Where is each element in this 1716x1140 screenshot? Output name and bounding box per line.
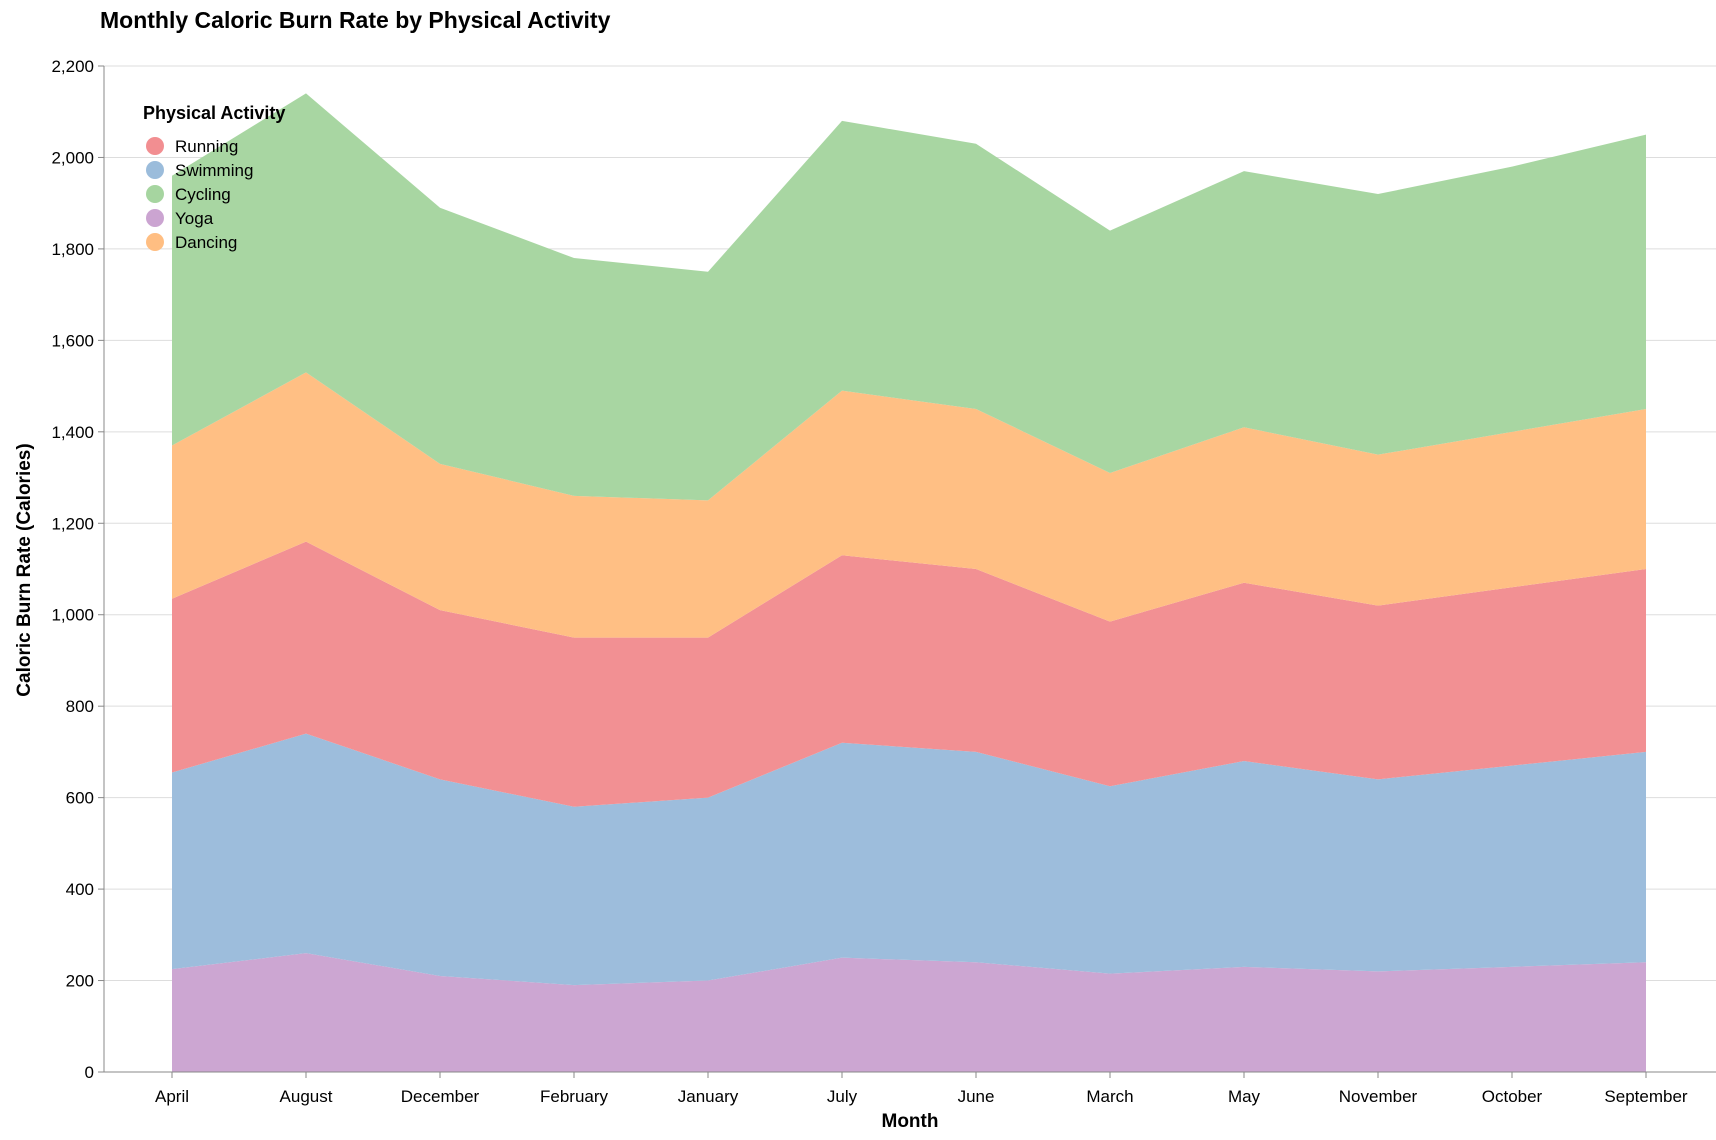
x-tick-label: May: [1228, 1087, 1261, 1106]
x-tick-label: October: [1482, 1087, 1543, 1106]
area-series-dancing: [172, 372, 1646, 638]
x-tick-label: December: [401, 1087, 480, 1106]
x-tick-label: June: [958, 1087, 995, 1106]
legend-label-yoga: Yoga: [175, 209, 214, 228]
y-tick-label: 0: [85, 1063, 94, 1082]
y-axis-title: Caloric Burn Rate (Calories): [14, 443, 35, 696]
area-series-cycling: [172, 93, 1646, 501]
y-tick-label: 1,400: [51, 423, 94, 442]
x-tick-label: March: [1086, 1087, 1133, 1106]
legend-swatch-yoga: [146, 209, 164, 227]
legend-swatch-running: [146, 137, 164, 155]
y-tick-label: 1,200: [51, 514, 94, 533]
area-layer: [172, 93, 1646, 1072]
legend-title: Physical Activity: [143, 103, 285, 123]
x-tick-label: February: [540, 1087, 609, 1106]
y-tick-label: 2,000: [51, 148, 94, 167]
x-tick-label: November: [1339, 1087, 1418, 1106]
legend: Physical Activity Running Swimming Cycling…: [143, 103, 285, 252]
x-tick-label: August: [280, 1087, 333, 1106]
x-tick-label: July: [827, 1087, 858, 1106]
y-tick-label: 1,600: [51, 331, 94, 350]
y-tick-label: 800: [66, 697, 94, 716]
x-tick-label: September: [1604, 1087, 1687, 1106]
legend-swatch-dancing: [146, 233, 164, 251]
y-tick-label: 2,200: [51, 57, 94, 76]
area-series-yoga: [172, 953, 1646, 1072]
chart-title: Monthly Caloric Burn Rate by Physical Ac…: [100, 7, 611, 33]
y-tick-label: 1,000: [51, 606, 94, 625]
legend-label-cycling: Cycling: [175, 185, 231, 204]
x-tick-label: January: [678, 1087, 739, 1106]
legend-label-running: Running: [175, 137, 238, 156]
legend-swatch-swimming: [146, 161, 164, 179]
y-tick-label: 1,800: [51, 240, 94, 259]
legend-label-swimming: Swimming: [175, 161, 253, 180]
y-tick-label: 200: [66, 972, 94, 991]
axes: 0 200 400 600 800 1,000 1,200 1,400 1,600 1,800 2,…: [51, 57, 1716, 1106]
area-series-running: [172, 541, 1646, 807]
x-axis-title: Month: [882, 1111, 939, 1132]
x-tick-label: April: [155, 1087, 189, 1106]
y-tick-label: 400: [66, 880, 94, 899]
legend-swatch-cycling: [146, 185, 164, 203]
legend-label-dancing: Dancing: [175, 233, 237, 252]
area-series-swimming: [172, 733, 1646, 986]
y-tick-label: 600: [66, 789, 94, 808]
